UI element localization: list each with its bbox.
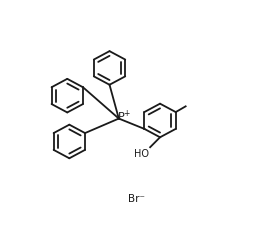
Text: +: +	[123, 109, 130, 118]
Text: Br⁻: Br⁻	[128, 194, 145, 204]
Text: P: P	[118, 112, 125, 122]
Text: HO: HO	[134, 149, 149, 159]
